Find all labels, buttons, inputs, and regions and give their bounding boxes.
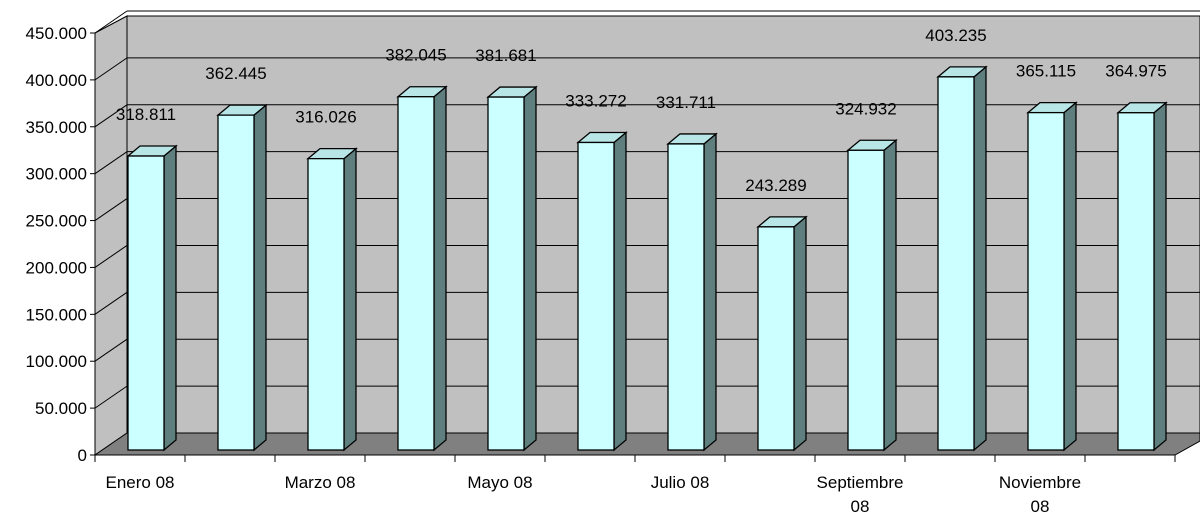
y-tick-label: 0: [78, 446, 87, 465]
bars: [126, 65, 1168, 452]
bar-side: [973, 65, 987, 452]
data-label: 331.711: [656, 93, 716, 112]
bar-side: [703, 132, 717, 452]
y-tick-label: 450.000: [26, 24, 87, 43]
bar: [486, 85, 538, 452]
bar-side: [343, 147, 357, 452]
data-label: 362.445: [205, 64, 266, 83]
gridlines: [94, 10, 1200, 409]
y-tick-label: 100.000: [26, 352, 87, 371]
bar-front: [397, 96, 435, 451]
axes: 0 50.000 100.000 150.000 200.000 250.000 300.0…: [26, 24, 1176, 516]
bar-side: [883, 138, 897, 452]
gridline-side: [94, 198, 128, 221]
bar-side: [163, 144, 177, 452]
y-tick-label: 300.000: [26, 165, 87, 184]
y-tick-label: 400.000: [26, 71, 87, 90]
x-tick-label: Marzo 08: [285, 473, 356, 492]
bar-front: [307, 157, 345, 451]
bar: [126, 144, 178, 452]
gridline-side: [94, 385, 128, 409]
bar: [1026, 101, 1078, 452]
data-label: 381.681: [475, 46, 536, 65]
bar: [216, 103, 268, 452]
bar-front: [1027, 111, 1065, 451]
bar-side: [613, 131, 627, 452]
bar-front: [937, 76, 975, 451]
gridline-side: [94, 151, 128, 175]
gridline-side: [94, 57, 128, 81]
bar: [936, 65, 988, 452]
x-tick-label: Enero 08: [106, 473, 175, 492]
bar: [846, 138, 898, 452]
bar: [756, 215, 808, 452]
data-label: 364.975: [1105, 62, 1166, 81]
bar-side: [793, 215, 807, 452]
data-label: 333.272: [565, 91, 626, 110]
x-tick-label: Septiembre: [817, 473, 904, 492]
x-tick-label: Noviembre: [999, 473, 1081, 492]
bar: [306, 147, 358, 452]
data-label: 318.811: [116, 105, 176, 124]
data-label: 365.115: [1016, 62, 1076, 81]
x-tick-label: Julio 08: [651, 473, 710, 492]
bar-front: [847, 149, 885, 451]
gridline-side: [94, 338, 128, 362]
bar-front: [667, 143, 705, 451]
data-label: 403.235: [925, 26, 986, 45]
bar-side: [253, 103, 267, 452]
x-tick-label: Mayo 08: [467, 473, 532, 492]
y-tick-label: 250.000: [26, 212, 87, 231]
gridline-side: [94, 245, 128, 268]
x-tick-label: 08: [851, 497, 870, 516]
bar-side: [433, 85, 447, 452]
bar-front: [757, 226, 795, 451]
bar: [666, 132, 718, 452]
data-label: 324.932: [835, 99, 896, 118]
x-tick-label: 08: [1031, 497, 1050, 516]
bar-front: [1117, 112, 1155, 451]
bar-front: [487, 96, 525, 451]
gridline-side: [94, 104, 128, 128]
bar-front: [217, 114, 255, 451]
y-tick-label: 150.000: [26, 305, 87, 324]
y-tick-label: 350.000: [26, 118, 87, 137]
bar: [576, 131, 628, 452]
data-label: 382.045: [385, 46, 446, 65]
chart-walls: [93, 15, 1200, 456]
y-tick-label: 200.000: [26, 258, 87, 277]
bar-side: [1063, 101, 1077, 452]
gridline-side: [94, 10, 128, 34]
data-label: 243.289: [745, 176, 806, 195]
bar: [1116, 101, 1168, 452]
bar: [396, 85, 448, 452]
bar-side: [523, 85, 537, 452]
bar-side: [1153, 101, 1167, 452]
bar-front: [577, 141, 615, 451]
y-tick-label: 50.000: [35, 399, 87, 418]
gridline-side: [94, 291, 128, 315]
bar-front: [127, 155, 165, 451]
data-label: 316.026: [295, 108, 356, 127]
data-labels: 318.811 362.445 316.026 382.045 381.681 333.2…: [116, 26, 1167, 195]
